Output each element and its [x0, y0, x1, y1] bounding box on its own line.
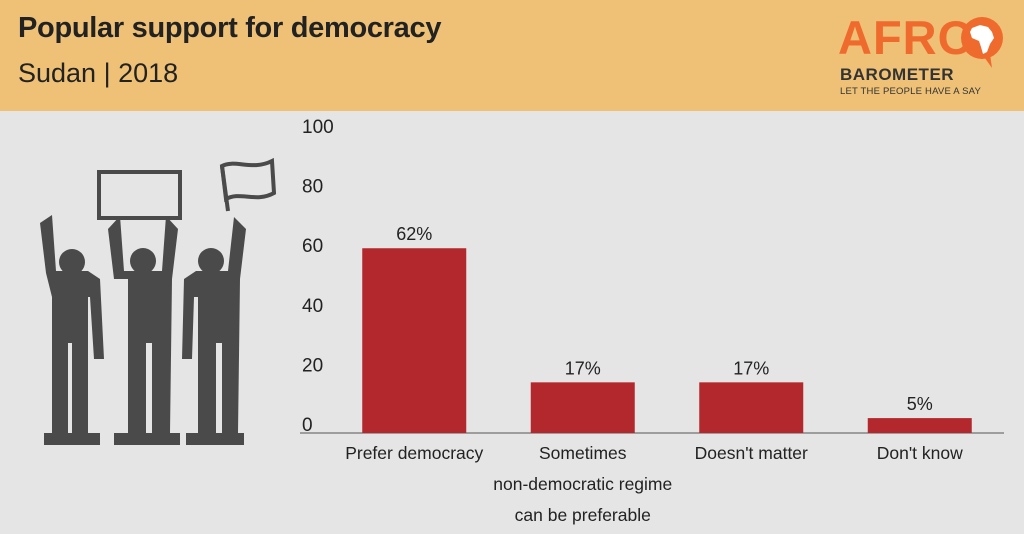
y-tick-label: 80 [302, 177, 323, 198]
logo-tagline: LET THE PEOPLE HAVE A SAY [840, 86, 982, 97]
bar-chart: 0 20 40 60 80 100 62% 17% 17% 5% Prefer democrac… [40, 117, 1004, 525]
bar-value-label: 17% [733, 358, 769, 378]
bars [362, 248, 972, 433]
africa-speech-bubble-icon [961, 17, 1003, 68]
category-label: Don't know [877, 443, 963, 463]
chart-title: Popular support for democracy [18, 12, 442, 44]
header-band: Popular support for democracy Sudan | 20… [0, 0, 1024, 111]
bar-value-label: 5% [907, 394, 933, 414]
person-right-icon [182, 217, 246, 445]
afrobarometer-logo: AFRO BAROMETER LET THE PEOPLE HAVE A SAY [838, 12, 1018, 102]
bar [699, 382, 804, 433]
bar [867, 418, 972, 433]
category-label: Doesn't matter [695, 443, 808, 463]
category-label: can be preferable [515, 505, 651, 525]
y-tick-label: 40 [302, 296, 323, 317]
value-labels: 62% 17% 17% 5% [396, 224, 933, 414]
flag-icon [219, 157, 277, 203]
y-tick-label: 100 [302, 117, 334, 138]
y-axis: 0 20 40 60 80 100 [302, 117, 334, 436]
bar [362, 248, 467, 433]
category-label: Prefer democracy [345, 443, 483, 463]
logo-barometer-text: BAROMETER [840, 65, 955, 84]
person-left-icon [40, 215, 104, 445]
bar [530, 382, 635, 433]
y-tick-label: 20 [302, 355, 323, 376]
category-label: Sometimes [539, 443, 627, 463]
logo-afro-text: AFRO [838, 11, 976, 64]
bar-value-label: 17% [565, 358, 601, 378]
y-tick-label: 0 [302, 415, 313, 436]
person-middle-icon [108, 216, 180, 445]
bar-value-label: 62% [396, 224, 432, 244]
category-label: non-democratic regime [493, 474, 672, 494]
y-tick-label: 60 [302, 236, 323, 257]
protest-sign-icon [97, 170, 182, 220]
category-labels: Prefer democracy Sometimes non-democratic … [345, 443, 963, 525]
chart-subtitle: Sudan | 2018 [18, 58, 179, 88]
protesters-illustration [40, 157, 277, 445]
